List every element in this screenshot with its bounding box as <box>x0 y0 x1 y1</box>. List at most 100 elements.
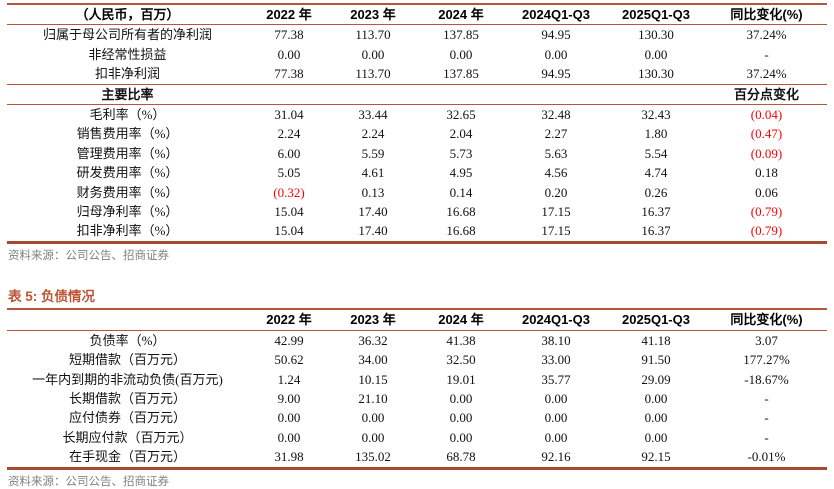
value-cell: (0.47) <box>750 126 783 142</box>
value-cell: 91.50 <box>641 352 671 368</box>
value-cell: 5.59 <box>361 145 385 161</box>
value-cell: 37.24% <box>746 27 787 43</box>
value-cell: - <box>764 410 769 426</box>
table-row: 管理费用率（%） 6.00 5.59 5.73 5.63 5.54 (0.09) <box>7 144 827 163</box>
value-cell: 32.65 <box>446 107 476 123</box>
table-row: 短期借款（百万元） 50.62 34.00 32.50 33.00 91.50 177.27… <box>7 350 827 369</box>
value-cell: 0.00 <box>361 429 385 445</box>
value-cell: 16.68 <box>446 204 476 220</box>
value-cell: 4.95 <box>449 165 473 181</box>
value-cell: 113.70 <box>355 27 391 43</box>
value-cell: 92.15 <box>641 449 671 465</box>
row-label: 非经常性损益 <box>88 46 167 62</box>
header-year-cell: 2023 年 <box>350 7 396 22</box>
value-cell: 92.16 <box>541 449 571 465</box>
value-cell: 29.09 <box>641 371 671 387</box>
source-note: 资料来源：公司公告、招商证券 <box>8 475 169 488</box>
value-cell: 1.80 <box>644 126 668 142</box>
value-cell: 17.15 <box>541 204 571 220</box>
value-cell: 16.37 <box>641 204 671 220</box>
profit-and-ratios-table: （人民币，百万） 2022 年 2023 年 2024 年 2024Q1-Q3 2025Q… <box>7 3 827 244</box>
row-label: 长期借款（百万元） <box>68 391 186 406</box>
value-cell <box>248 83 330 106</box>
section-row: 主要比率 百分点变化 <box>7 83 827 106</box>
value-cell: 41.18 <box>641 332 671 348</box>
table-row: 研发费用率（%） 5.05 4.61 4.95 4.56 4.74 0.18 <box>7 163 827 182</box>
value-cell: 15.04 <box>274 223 304 239</box>
row-label: 销售费用率（%） <box>76 126 179 142</box>
value-cell: 0.18 <box>755 165 778 181</box>
header-year-cell: 2022 年 <box>266 312 312 328</box>
value-cell: 0.13 <box>361 184 385 200</box>
value-cell: 17.40 <box>358 223 388 239</box>
table-row: 财务费用率（%） (0.32) 0.13 0.14 0.20 0.26 0.06 <box>7 183 827 202</box>
header-year-cell: 2024Q1-Q3 <box>522 312 590 328</box>
value-cell: 177.27% <box>743 352 790 368</box>
value-cell: 2.27 <box>544 126 568 142</box>
table-row: 扣非净利率（%） 15.04 17.40 16.68 17.15 16.37 (0.79) <box>7 221 827 242</box>
row-label: 在手现金（百万元） <box>68 449 186 465</box>
table-row: 长期借款（百万元） 9.00 21.10 0.00 0.00 0.00 - <box>7 389 827 408</box>
value-cell: 137.85 <box>443 66 479 82</box>
value-cell <box>416 83 506 106</box>
value-cell: -0.01% <box>747 449 786 465</box>
value-cell: 4.74 <box>644 165 668 181</box>
row-label: 扣非净利润 <box>94 66 160 82</box>
value-cell: 94.95 <box>541 27 571 43</box>
value-cell: 0.00 <box>544 429 568 445</box>
header-year-cell: 同比变化(%) <box>730 7 803 22</box>
value-cell: - <box>764 429 769 445</box>
value-cell: 4.61 <box>361 165 385 181</box>
value-cell: 77.38 <box>274 66 304 82</box>
table-row: 长期应付款（百万元） 0.00 0.00 0.00 0.00 0.00 - <box>7 428 827 447</box>
value-cell: 2.04 <box>449 126 473 142</box>
value-cell: 6.00 <box>277 145 301 161</box>
value-cell: 33.44 <box>358 107 388 123</box>
value-cell: 0.00 <box>361 46 385 62</box>
row-label: 负债率（%） <box>89 332 166 348</box>
value-cell: 32.50 <box>446 352 476 368</box>
value-cell: (0.04) <box>750 107 783 123</box>
value-cell: 113.70 <box>355 66 391 82</box>
value-cell: 130.30 <box>638 66 674 82</box>
value-cell: 34.00 <box>358 352 388 368</box>
row-label: 主要比率 <box>7 83 248 106</box>
header-year-cell: 2025Q1-Q3 <box>622 7 690 22</box>
table-row: 应付债券（百万元） 0.00 0.00 0.00 0.00 0.00 - <box>7 408 827 427</box>
row-label: 归属于母公司所有者的净利润 <box>42 27 212 43</box>
value-cell: - <box>764 391 769 406</box>
value-cell: 5.63 <box>544 145 568 161</box>
value-cell: 38.10 <box>541 332 571 348</box>
value-cell: 68.78 <box>446 449 476 465</box>
value-cell: 3.07 <box>755 332 778 348</box>
row-label: 毛利率（%） <box>89 107 166 123</box>
row-label: 财务费用率（%） <box>76 184 179 200</box>
value-cell: 0.00 <box>277 46 301 62</box>
source-note: 资料来源：公司公告、招商证券 <box>8 249 169 262</box>
row-label: 长期应付款（百万元） <box>62 429 193 445</box>
value-cell: 百分点变化 <box>706 83 827 106</box>
value-cell: (0.79) <box>750 204 783 220</box>
value-cell <box>330 83 416 106</box>
table-row: 毛利率（%） 31.04 33.44 32.65 32.48 32.43 (0.04) <box>7 105 827 125</box>
value-cell: 50.62 <box>274 352 304 368</box>
value-cell: 0.14 <box>449 184 473 200</box>
value-cell: -18.67% <box>744 371 789 387</box>
value-cell: 10.15 <box>358 371 388 387</box>
row-label: 扣非净利率（%） <box>76 223 179 239</box>
header-label-cell <box>7 309 248 330</box>
table5-title: 表 5: 负债情况 <box>8 288 96 304</box>
row-label: 应付债券（百万元） <box>68 410 186 426</box>
value-cell: 32.48 <box>541 107 571 123</box>
value-cell: 31.98 <box>274 449 304 465</box>
value-cell: 33.00 <box>541 352 571 368</box>
value-cell <box>606 83 706 106</box>
header-label-cell: （人民币，百万） <box>75 7 180 22</box>
value-cell: 2.24 <box>277 126 301 142</box>
table-row: 销售费用率（%） 2.24 2.24 2.04 2.27 1.80 (0.47) <box>7 124 827 143</box>
value-cell: 0.20 <box>544 184 568 200</box>
header-row: （人民币，百万） 2022 年 2023 年 2024 年 2024Q1-Q3 2025Q… <box>7 4 827 25</box>
value-cell: 42.99 <box>274 332 304 348</box>
row-label: 一年内到期的非流动负债(百万元) <box>32 371 223 387</box>
value-cell: 0.00 <box>361 410 385 426</box>
